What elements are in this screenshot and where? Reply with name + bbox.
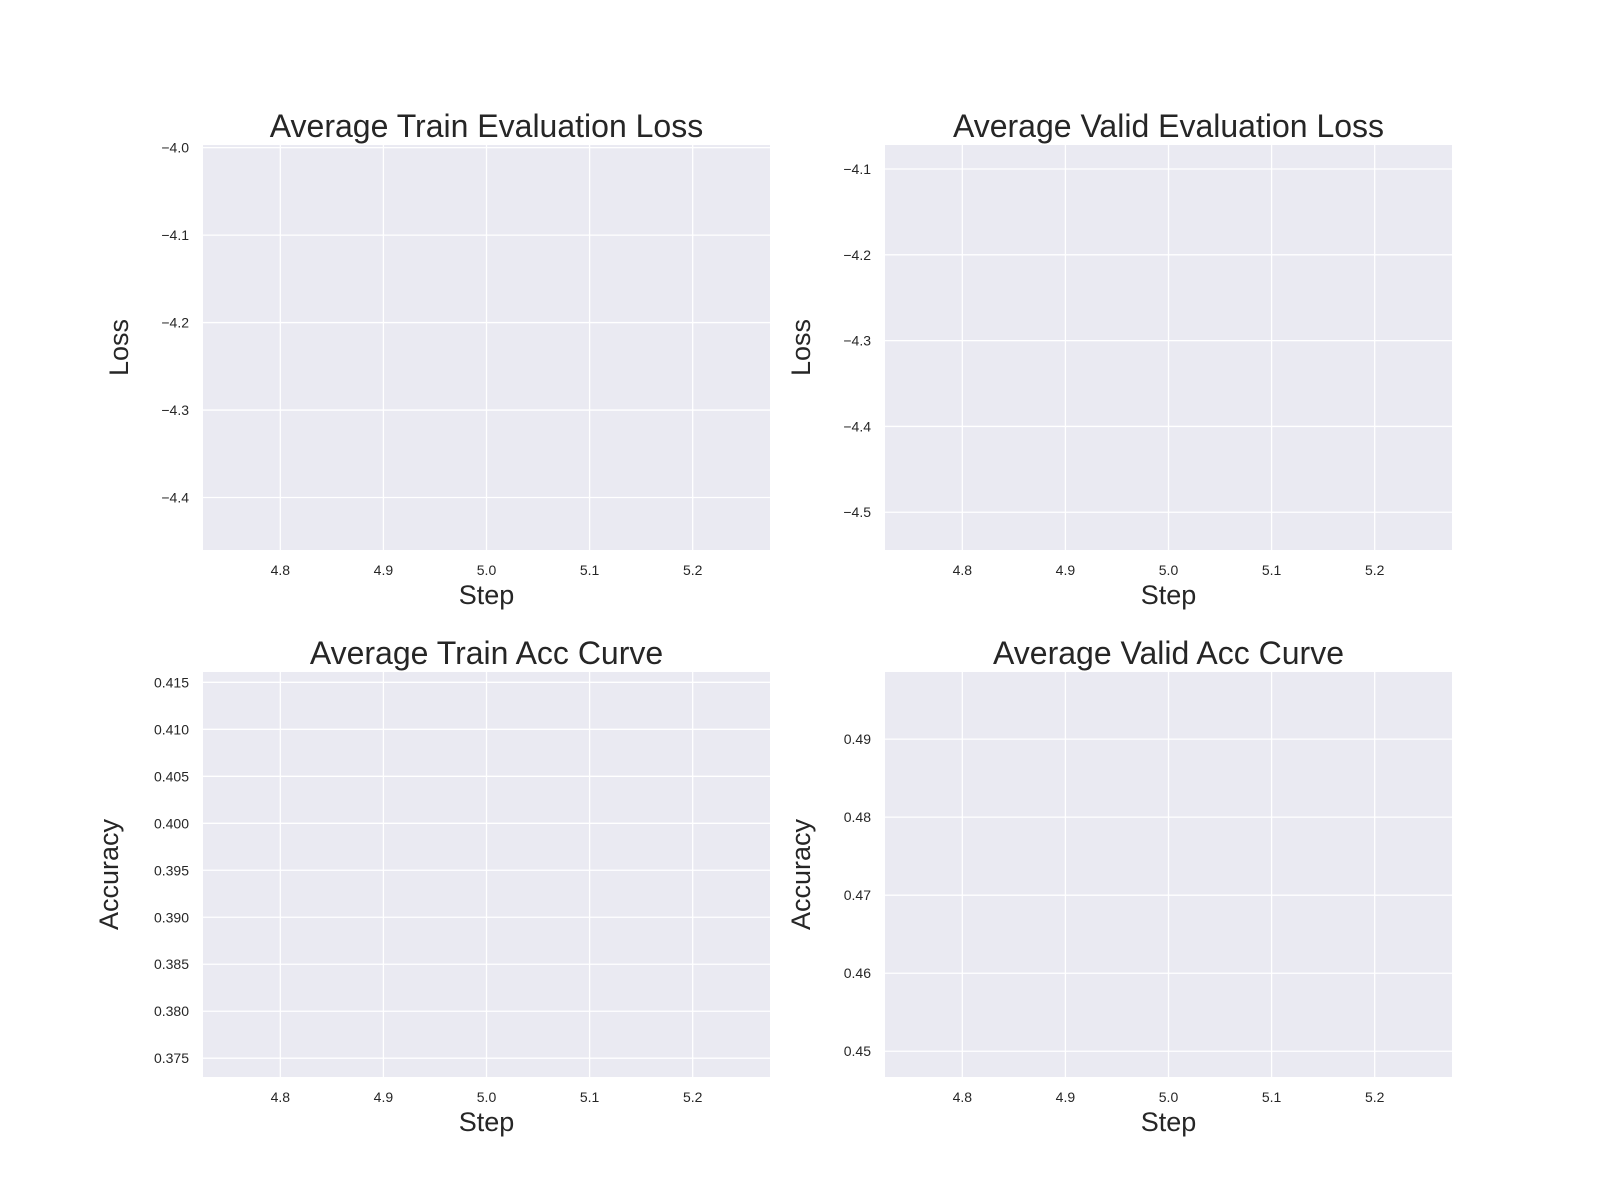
y-tick-label: 0.415 (154, 674, 189, 690)
y-tick-label: 0.49 (844, 731, 871, 747)
x-tick-label: 4.8 (953, 562, 973, 578)
y-axis-label: Loss (104, 319, 134, 376)
y-tick-label: 0.410 (154, 721, 189, 737)
y-tick-label: −4.0 (161, 140, 189, 156)
x-tick-label: 5.2 (1365, 562, 1385, 578)
x-tick-label: 5.2 (683, 1089, 703, 1105)
x-tick-label: 4.9 (374, 1089, 394, 1105)
y-tick-label: 0.400 (154, 815, 189, 831)
y-axis-label: Accuracy (786, 818, 816, 930)
x-tick-label: 4.9 (1056, 562, 1076, 578)
x-tick-label: 5.1 (1262, 562, 1282, 578)
chart-panel-2: 4.8 4.9 5.0 5.1 5.2 −4.1 −4.2 −4.3 −4.4 −4.5 Avera… (786, 108, 1452, 610)
y-axis-label: Loss (786, 319, 816, 376)
y-tick-label: 0.385 (154, 956, 189, 972)
x-tick-label: 4.8 (271, 562, 291, 578)
x-tick-label: 5.0 (477, 1089, 497, 1105)
y-tick-label: −4.3 (161, 402, 189, 418)
x-tick-label: 5.0 (1159, 562, 1179, 578)
y-tick-label: −4.4 (161, 490, 189, 506)
y-tick-label: −4.2 (843, 247, 871, 263)
y-axis-label: Accuracy (94, 818, 124, 930)
x-tick-label: 5.1 (580, 1089, 600, 1105)
x-tick-label: 4.9 (1056, 1089, 1076, 1105)
y-tick-label: 0.375 (154, 1050, 189, 1066)
x-tick-label: 5.2 (683, 562, 703, 578)
y-tick-label: −4.4 (843, 418, 871, 434)
y-tick-label: 0.47 (844, 887, 871, 903)
x-axis-label: Step (1141, 580, 1197, 610)
x-axis-label: Step (459, 580, 515, 610)
chart-title: Average Valid Acc Curve (993, 635, 1344, 671)
y-tick-label: −4.5 (843, 504, 871, 520)
x-tick-label: 5.0 (477, 562, 497, 578)
x-tick-label: 4.9 (374, 562, 394, 578)
chart-panel-4: 4.8 4.9 5.0 5.1 5.2 0.49 0.48 0.47 0.46 0.45 Avera… (786, 635, 1452, 1137)
x-axis-label: Step (1141, 1107, 1197, 1137)
y-tick-label: −4.2 (161, 315, 189, 331)
chart-title: Average Valid Evaluation Loss (953, 108, 1384, 144)
y-tick-label: −4.3 (843, 333, 871, 349)
chart-panel-3: 4.8 4.9 5.0 5.1 5.2 0.415 0.410 0.405 0.400 0.395… (94, 635, 770, 1137)
x-tick-label: 5.1 (1262, 1089, 1282, 1105)
y-tick-label: −4.1 (161, 227, 189, 243)
x-tick-label: 4.8 (953, 1089, 973, 1105)
y-tick-label: 0.46 (844, 965, 871, 981)
y-tick-label: 0.48 (844, 809, 871, 825)
x-axis-label: Step (459, 1107, 515, 1137)
y-tick-label: 0.405 (154, 768, 189, 784)
y-tick-label: −4.1 (843, 161, 871, 177)
x-tick-label: 5.0 (1159, 1089, 1179, 1105)
y-tick-label: 0.380 (154, 1003, 189, 1019)
x-tick-label: 5.2 (1365, 1089, 1385, 1105)
chart-panel-1: 4.8 4.9 5.0 5.1 5.2 −4.0 −4.1 −4.2 −4.3 −4.4 Avera… (104, 108, 770, 610)
y-tick-label: 0.390 (154, 909, 189, 925)
x-tick-label: 5.1 (580, 562, 600, 578)
x-tick-label: 4.8 (271, 1089, 291, 1105)
y-tick-label: 0.395 (154, 862, 189, 878)
y-tick-label: 0.45 (844, 1043, 871, 1059)
chart-title: Average Train Evaluation Loss (270, 108, 703, 144)
chart-title: Average Train Acc Curve (310, 635, 663, 671)
